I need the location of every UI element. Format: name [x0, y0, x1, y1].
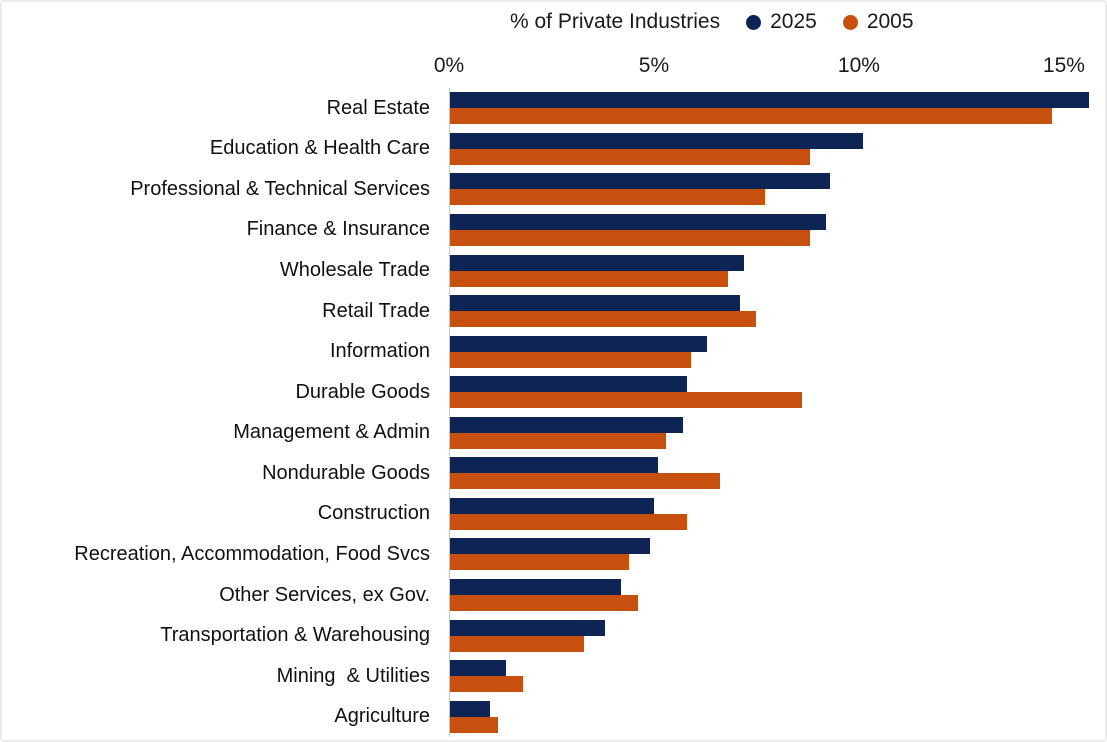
- bar-2005: [449, 311, 757, 328]
- y-axis-line: [449, 88, 450, 737]
- category-label: Management & Admin: [233, 421, 430, 444]
- x-axis-tick-area: 0% 5% 10% 15%: [434, 54, 1105, 82]
- chart-row: Management & Admin: [2, 413, 1105, 454]
- category-label: Real Estate: [326, 96, 430, 119]
- chart-row: Recreation, Accommodation, Food Svcs: [2, 534, 1105, 575]
- bar-2025: [449, 660, 507, 677]
- category-label: Construction: [317, 502, 430, 525]
- category-label: Recreation, Accommodation, Food Svcs: [74, 542, 430, 565]
- chart-title: % of Private Industries: [510, 10, 721, 33]
- chart-row: Durable Goods: [2, 372, 1105, 413]
- legend-label-2025: 2025: [770, 10, 817, 33]
- x-axis-tick: 5%: [638, 54, 670, 77]
- chart-row: Information: [2, 331, 1105, 372]
- chart-row: Wholesale Trade: [2, 250, 1105, 291]
- chart-row: Nondurable Goods: [2, 453, 1105, 494]
- plot-area: [449, 453, 1105, 494]
- bar-2025: [449, 619, 605, 636]
- plot-rows: Real Estate Education & Health Care Profes…: [2, 88, 1105, 737]
- category-label: Durable Goods: [295, 380, 430, 403]
- category-label: Other Services, ex Gov.: [219, 583, 430, 606]
- bar-2025: [449, 173, 831, 190]
- x-axis-tick: 15%: [1042, 54, 1085, 77]
- chart-legend: % of Private Industries 2025 2005: [510, 10, 914, 34]
- plot-area: [449, 615, 1105, 656]
- category-label: Finance & Insurance: [246, 218, 430, 241]
- category-label: Agriculture: [334, 705, 430, 728]
- category-label: Wholesale Trade: [279, 259, 430, 282]
- bar-2005: [449, 432, 667, 449]
- bar-2005: [449, 635, 585, 652]
- plot-area: [449, 129, 1105, 170]
- legend-label-2005: 2005: [866, 10, 914, 33]
- legend-item-2005: 2005: [842, 10, 914, 34]
- bar-2005: [449, 108, 1052, 125]
- chart-row: Finance & Insurance: [2, 210, 1105, 251]
- category-label: Retail Trade: [322, 299, 430, 322]
- bar-2005: [449, 716, 499, 733]
- bar-2005: [449, 189, 765, 206]
- plot-area: [449, 331, 1105, 372]
- chart-row: Construction: [2, 494, 1105, 535]
- plot-area: [449, 413, 1105, 454]
- bar-2005: [449, 676, 523, 693]
- category-label: Nondurable Goods: [262, 461, 430, 484]
- bar-2025: [449, 295, 741, 312]
- chart-row: Education & Health Care: [2, 129, 1105, 170]
- bar-2025: [449, 213, 827, 230]
- bar-2025: [449, 497, 654, 514]
- plot-area: [449, 210, 1105, 251]
- bar-2025: [449, 376, 687, 393]
- plot-area: [449, 372, 1105, 413]
- plot-area: [449, 88, 1105, 129]
- chart-row: Real Estate: [2, 88, 1105, 129]
- plot-area: [449, 494, 1105, 535]
- bar-2025: [449, 457, 659, 474]
- x-axis-tick: 0%: [433, 54, 465, 77]
- bar-2025: [449, 335, 708, 352]
- legend-item-2025: 2025: [746, 10, 817, 34]
- bar-2025: [449, 700, 490, 717]
- plot-area: [449, 534, 1105, 575]
- category-label: Transportation & Warehousing: [160, 624, 430, 647]
- bar-2025: [449, 416, 683, 433]
- bar-2025: [449, 538, 650, 555]
- x-axis: 0% 5% 10% 15%: [2, 54, 1105, 82]
- x-axis-tick: 10%: [837, 54, 880, 77]
- plot-area: [449, 169, 1105, 210]
- bar-2005: [449, 513, 687, 530]
- category-label: Professional & Technical Services: [130, 177, 430, 200]
- bar-2025: [449, 579, 622, 596]
- category-label: Mining & Utilities: [276, 664, 430, 687]
- bar-2005: [449, 473, 720, 490]
- chart-row: Agriculture: [2, 696, 1105, 737]
- chart-row: Other Services, ex Gov.: [2, 575, 1105, 616]
- bar-2005: [449, 351, 691, 368]
- bar-2005: [449, 554, 630, 571]
- bar-2025: [449, 92, 1089, 109]
- plot-area: [449, 575, 1105, 616]
- bar-2005: [449, 229, 810, 246]
- bar-2025: [449, 132, 864, 149]
- plot-area: [449, 656, 1105, 697]
- bar-2005: [449, 270, 728, 287]
- chart-row: Mining & Utilities: [2, 656, 1105, 697]
- plot-area: [449, 291, 1105, 332]
- legend-dot-2005-icon: [842, 14, 858, 30]
- chart-row: Retail Trade: [2, 291, 1105, 332]
- category-label: Education & Health Care: [209, 137, 430, 160]
- plot-area: [449, 696, 1105, 737]
- bar-2005: [449, 595, 638, 612]
- bar-2005: [449, 148, 810, 165]
- legend-dot-2025-icon: [746, 14, 762, 30]
- chart-row: Professional & Technical Services: [2, 169, 1105, 210]
- chart-row: Transportation & Warehousing: [2, 615, 1105, 656]
- plot-area: [449, 250, 1105, 291]
- bar-2005: [449, 392, 802, 409]
- category-label: Information: [329, 340, 430, 363]
- bar-2025: [449, 254, 745, 271]
